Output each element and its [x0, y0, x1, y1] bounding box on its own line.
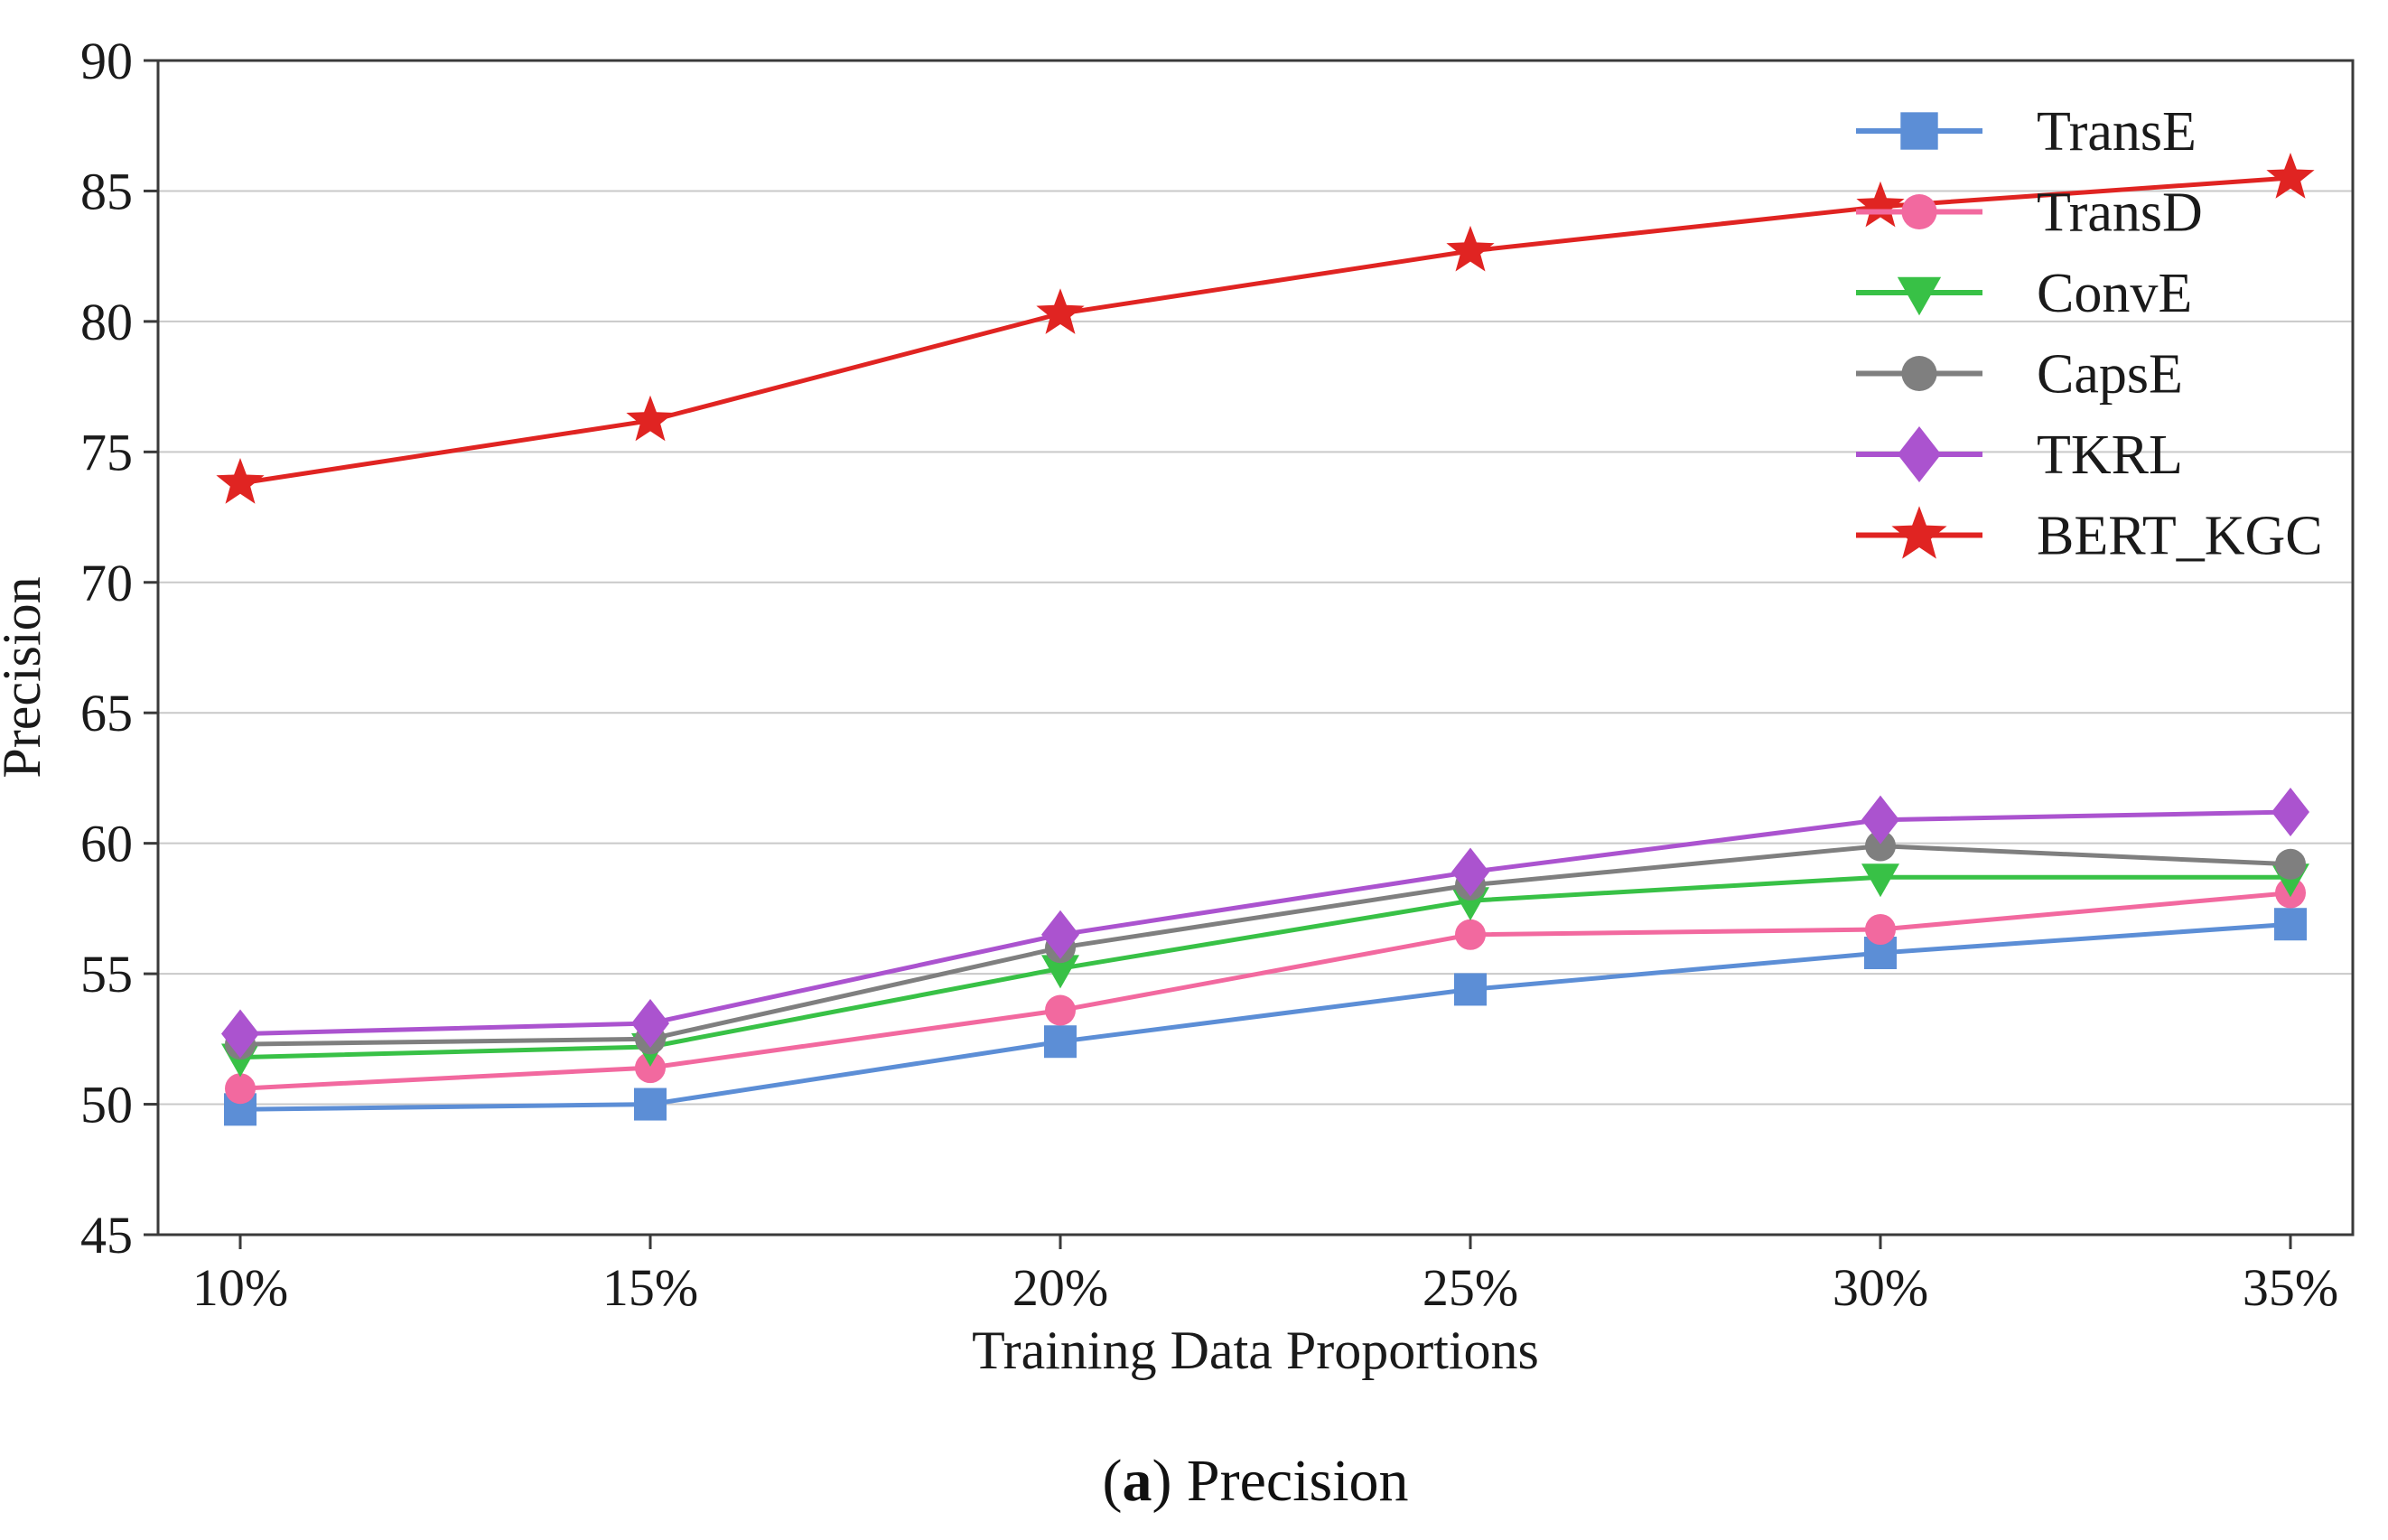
series-marker-TransE-35% — [2274, 908, 2307, 941]
series-line-CapsE — [239, 844, 2291, 1047]
y-tick-label-50: 50 — [80, 1076, 133, 1134]
legend-marker-TransE — [1900, 112, 1938, 150]
series-marker-TransE-20% — [1044, 1025, 1077, 1059]
y-tick-label-60: 60 — [80, 815, 133, 873]
legend-label-TransE: TransE — [2037, 101, 2197, 163]
legend-marker-TKRL — [1897, 425, 1942, 483]
x-tick-label-30%: 30% — [1833, 1258, 1928, 1317]
series-marker-BERT_KGC-25% — [1446, 225, 1495, 272]
series-marker-TransD-20% — [1045, 994, 1076, 1026]
legend-item-TransD: TransD — [1856, 182, 2203, 244]
caption-label: a — [1122, 1448, 1152, 1514]
series-marker-TransD-25% — [1455, 919, 1486, 950]
series-line-TransD — [239, 891, 2291, 1091]
y-axis-title: Precision — [0, 576, 51, 778]
series-marker-TKRL-25% — [1451, 847, 1489, 897]
series-marker-CapsE-30% — [1865, 830, 1896, 862]
plot-border — [156, 59, 2355, 1237]
series-BERT_KGC — [216, 153, 2315, 504]
series-marker-TransD-30% — [1865, 914, 1896, 945]
series-marker-ConvE-20% — [1041, 955, 1079, 989]
legend-marker-BERT_KGC — [1891, 506, 1947, 559]
series-marker-BERT_KGC-20% — [1036, 288, 1085, 334]
series-TKRL — [221, 788, 2309, 1059]
x-tick-label-15%: 15% — [602, 1258, 698, 1317]
legend-label-BERT_KGC: BERT_KGC — [2037, 506, 2323, 567]
x-tick-label-10%: 10% — [192, 1258, 288, 1317]
legend-marker-CapsE — [1901, 355, 1937, 392]
y-tick-label-65: 65 — [80, 684, 133, 742]
series-marker-BERT_KGC-15% — [626, 395, 675, 442]
series-line-ConvE — [239, 874, 2290, 1060]
y-tick-label-45: 45 — [80, 1206, 133, 1265]
x-axis-title: Training Data Proportions — [972, 1321, 1539, 1380]
legend-label-CapsE: CapsE — [2037, 344, 2183, 406]
y-tick-label-90: 90 — [80, 32, 133, 90]
y-tick-label-55: 55 — [80, 945, 133, 1003]
series-line-TKRL — [239, 809, 2291, 1037]
series-marker-BERT_KGC-30% — [1856, 181, 1905, 228]
y-tick-label-80: 80 — [80, 293, 133, 351]
series-marker-BERT_KGC-10% — [216, 458, 265, 504]
legend: TransE TransD ConvE CapsE TKRL BERT_KGC — [1856, 101, 2323, 567]
legend-marker-ConvE — [1897, 276, 1942, 316]
series-marker-CapsE-35% — [2275, 848, 2306, 880]
legend-marker-TransD — [1901, 193, 1937, 230]
y-tick-label-70: 70 — [80, 554, 133, 612]
legend-label-TransD: TransD — [2037, 182, 2203, 244]
series-marker-TransD-15% — [635, 1052, 666, 1084]
series-marker-TransE-15% — [634, 1087, 667, 1121]
series-line-TransE — [239, 921, 2291, 1112]
series-TransE — [224, 908, 2307, 1126]
legend-item-ConvE: ConvE — [1856, 263, 2192, 324]
y-tick-label-85: 85 — [80, 162, 133, 220]
series-marker-TKRL-30% — [1861, 795, 1899, 845]
x-tick-label-20%: 20% — [1012, 1258, 1108, 1317]
legend-item-CapsE: CapsE — [1856, 344, 2183, 406]
series-TransD — [225, 877, 2306, 1105]
series-marker-TransE-25% — [1454, 973, 1487, 1006]
legend-item-BERT_KGC: BERT_KGC — [1856, 506, 2323, 567]
series-marker-TransD-10% — [225, 1073, 256, 1105]
figure-caption: (a) Precision — [158, 1447, 2353, 1516]
series-marker-BERT_KGC-35% — [2266, 153, 2315, 199]
series-marker-TKRL-20% — [1041, 910, 1079, 959]
legend-item-TKRL: TKRL — [1856, 425, 2183, 486]
legend-item-TransE: TransE — [1856, 101, 2197, 163]
x-tick-label-35%: 35% — [2243, 1258, 2338, 1317]
caption-paren-open: ( — [1102, 1448, 1123, 1514]
series-marker-TKRL-10% — [221, 1009, 259, 1059]
y-tick-label-75: 75 — [80, 423, 133, 481]
series-marker-TKRL-35% — [2271, 788, 2309, 836]
series-line-BERT_KGC — [239, 175, 2291, 486]
caption-text: ) Precision — [1152, 1448, 1409, 1514]
series-marker-TKRL-15% — [631, 999, 669, 1048]
x-tick-label-25%: 25% — [1423, 1258, 1518, 1317]
legend-label-ConvE: ConvE — [2037, 263, 2192, 324]
series-marker-ConvE-30% — [1861, 863, 1899, 898]
legend-label-TKRL: TKRL — [2037, 425, 2183, 486]
